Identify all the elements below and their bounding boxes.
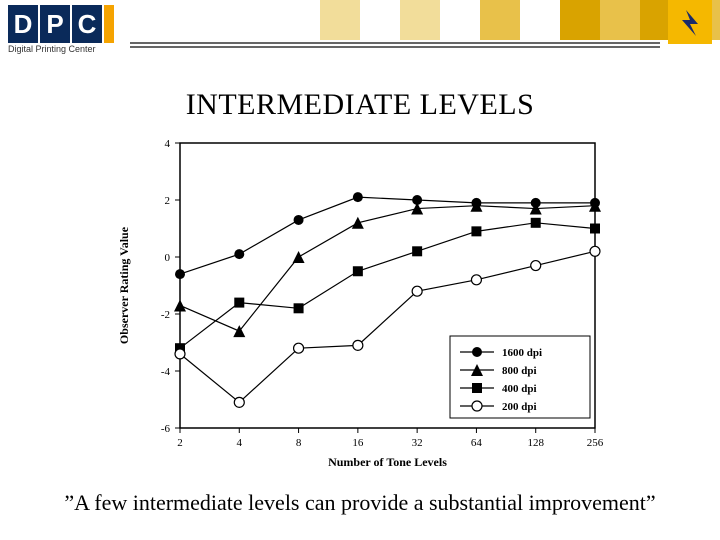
- svg-text:4: 4: [237, 437, 243, 449]
- svg-text:400 dpi: 400 dpi: [502, 383, 537, 395]
- chart-container: -6 -4 -2 0 2 4 2 4 8 16 32 64 128 256 Observer Rating …: [110, 128, 610, 478]
- dpc-letter-p: P: [40, 5, 70, 43]
- dpc-letter-d: D: [8, 5, 38, 43]
- header: D P C Digital Printing Center: [0, 0, 720, 68]
- svg-text:800 dpi: 800 dpi: [502, 365, 537, 377]
- svg-text:64: 64: [471, 437, 483, 449]
- content: INTERMEDIATE LEVELS -6 -4 -2 0 2 4 2 4 8 16 32 64 12…: [0, 68, 720, 478]
- svg-text:8: 8: [296, 437, 302, 449]
- dpc-accent: [104, 5, 114, 43]
- svg-text:1600 dpi: 1600 dpi: [502, 347, 542, 359]
- svg-text:Number of Tone Levels: Number of Tone Levels: [328, 455, 447, 469]
- svg-text:256: 256: [587, 437, 604, 449]
- svg-text:-4: -4: [161, 366, 171, 378]
- slide-title: INTERMEDIATE LEVELS: [0, 88, 720, 122]
- svg-text:2: 2: [165, 195, 171, 207]
- svg-text:2: 2: [177, 437, 183, 449]
- svg-text:128: 128: [527, 437, 544, 449]
- svg-text:0: 0: [165, 252, 171, 264]
- caption: ”A few intermediate levels can provide a…: [0, 490, 720, 516]
- header-rules: [130, 42, 660, 48]
- dpc-letter-c: C: [72, 5, 102, 43]
- svg-text:32: 32: [412, 437, 423, 449]
- svg-text:Observer Rating Value: Observer Rating Value: [117, 226, 131, 344]
- dpc-tagline: Digital Printing Center: [8, 44, 96, 54]
- mitthogskolan-logo: [668, 0, 712, 44]
- svg-text:-2: -2: [161, 309, 170, 321]
- svg-text:16: 16: [352, 437, 364, 449]
- dpc-logo: D P C: [8, 5, 114, 43]
- chart-svg: -6 -4 -2 0 2 4 2 4 8 16 32 64 128 256 Observer Rating …: [110, 128, 610, 478]
- svg-text:4: 4: [165, 138, 171, 150]
- svg-text:-6: -6: [161, 423, 171, 435]
- svg-text:200 dpi: 200 dpi: [502, 401, 537, 413]
